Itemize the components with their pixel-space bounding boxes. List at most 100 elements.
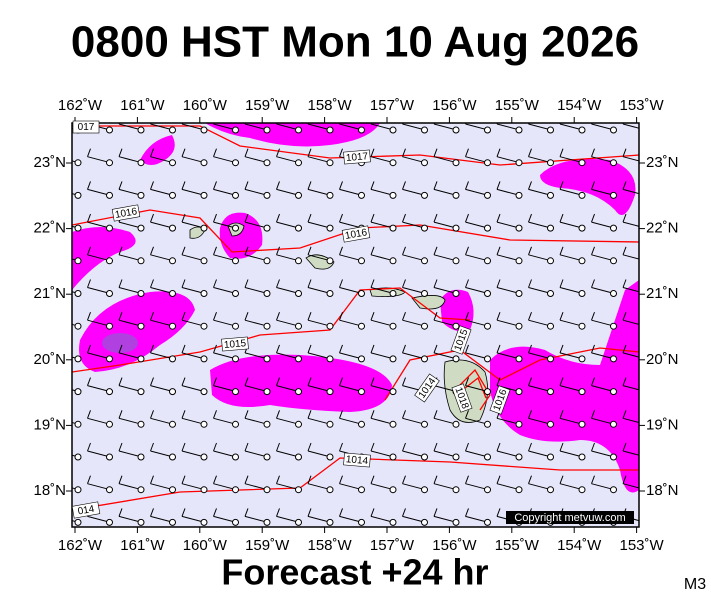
barb-shaft [118, 483, 139, 490]
barb-shaft [591, 385, 611, 392]
barb-feather [56, 247, 59, 255]
isobar-label-box [414, 373, 440, 403]
barb-station [515, 191, 523, 199]
barb-shaft [528, 188, 548, 195]
wind-barb [465, 377, 491, 396]
barb-feather [56, 312, 59, 320]
wind-barb [276, 442, 302, 461]
barb-feather [496, 213, 501, 223]
wind-barb [213, 344, 239, 363]
barb-feather [244, 181, 249, 190]
barb-shaft [591, 221, 611, 228]
barb-station [484, 159, 491, 167]
barb-feather [402, 377, 406, 386]
barb-shaft [433, 385, 454, 392]
barb-station [200, 355, 208, 363]
barb-feather [244, 442, 249, 452]
barb-shaft [87, 254, 107, 261]
barb-station [74, 486, 82, 494]
barb-station [232, 388, 239, 396]
barb-station [74, 420, 82, 428]
barb-shaft [339, 123, 359, 130]
barb-feather [591, 410, 595, 419]
barb-feather [591, 312, 595, 321]
barb-shaft [181, 319, 202, 326]
barb-feather [56, 508, 59, 516]
wind-barb [528, 213, 554, 232]
wind-barb [559, 410, 586, 428]
barb-feather [181, 181, 186, 190]
barb-feather [181, 213, 186, 223]
lon-label: 161˚W [120, 97, 165, 114]
barb-station [169, 290, 176, 297]
wind-barb [402, 475, 428, 494]
barb-station [106, 518, 113, 526]
barb-shaft [118, 385, 139, 392]
lon-label: 155˚W [495, 537, 540, 554]
wind-barb [307, 377, 334, 396]
barb-station [547, 420, 554, 428]
barb-station [610, 159, 617, 167]
wind-barb [213, 123, 239, 134]
wind-barb [433, 312, 460, 330]
barb-feather [181, 508, 186, 517]
wind-barb [591, 312, 617, 330]
barb-station [74, 388, 82, 396]
barb-feather [307, 312, 312, 321]
barb-feather [591, 475, 595, 484]
wind-barb [244, 181, 271, 199]
barb-station [74, 257, 82, 265]
wind-barb [370, 148, 397, 167]
wind-barb [56, 247, 82, 265]
lon-label: 162˚W [58, 537, 103, 554]
wind-barb [339, 181, 365, 199]
barb-station [169, 322, 176, 330]
barb-station [421, 420, 428, 428]
barb-feather [307, 279, 312, 288]
isobar-label-box [111, 204, 141, 222]
lon-label: 153˚W [620, 537, 665, 554]
wind-barb [528, 279, 554, 297]
barb-feather [559, 246, 564, 255]
barb-feather [433, 442, 438, 452]
barb-shaft [87, 156, 107, 163]
barb-shaft [402, 515, 422, 522]
barb-station [389, 224, 397, 232]
barb-station [200, 191, 208, 199]
wind-barb [244, 442, 271, 461]
barb-station [547, 126, 554, 134]
lon-label: 153˚W [620, 97, 665, 114]
barb-station [295, 355, 302, 363]
barb-shaft [276, 450, 296, 457]
barb-station [137, 453, 145, 461]
wind-barb [402, 508, 428, 526]
wind-barb [402, 312, 428, 330]
rain [210, 354, 392, 412]
wind-barb [244, 312, 271, 330]
wind-barb [402, 410, 428, 428]
barb-feather [559, 475, 564, 484]
barb-shaft [591, 123, 611, 130]
barb-station [389, 388, 397, 396]
barb-shaft [559, 483, 580, 490]
wind-barb [87, 181, 113, 199]
barb-station [263, 257, 271, 265]
barb-shaft [591, 156, 611, 163]
barb-feather [559, 148, 564, 157]
barb-shaft [402, 417, 422, 424]
barb-shaft [213, 254, 233, 261]
barb-station [137, 322, 145, 330]
barb-feather [87, 442, 91, 452]
barb-shaft [244, 483, 265, 490]
barb-shaft [87, 417, 107, 424]
barb-feather [87, 148, 91, 157]
barb-shaft [528, 352, 548, 359]
barb-station [263, 420, 271, 428]
barb-station [263, 486, 271, 494]
wind-barb [213, 246, 239, 265]
barb-feather [402, 442, 406, 452]
barb-station [484, 257, 491, 265]
wind-barb [307, 410, 334, 428]
wind-barb [276, 213, 302, 232]
barb-station [452, 453, 460, 461]
